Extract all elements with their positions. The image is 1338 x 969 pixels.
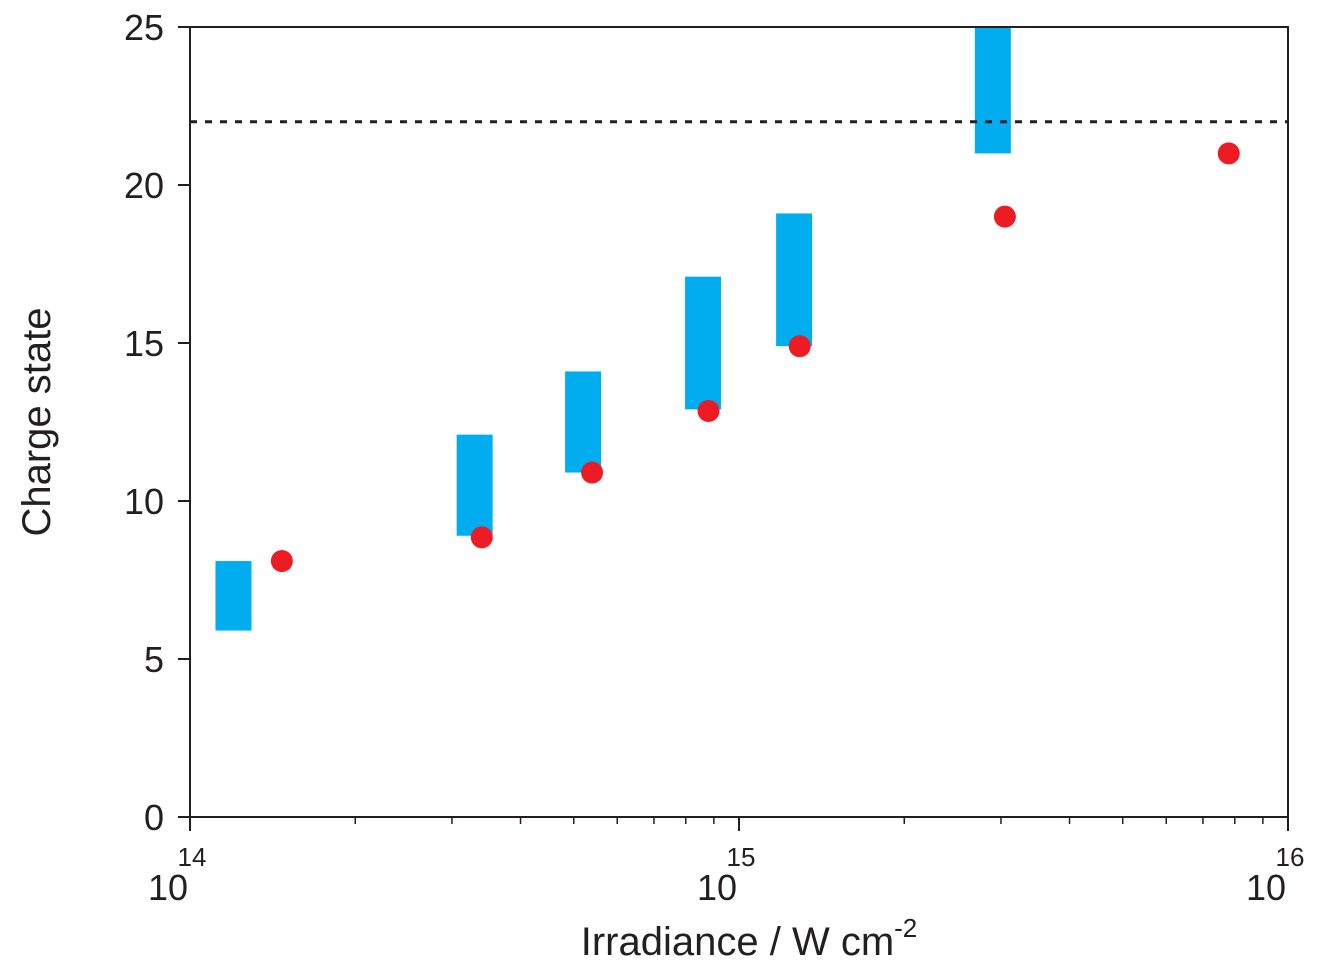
charge-point: [788, 335, 811, 358]
x-tick-label: 10: [697, 867, 737, 908]
charge-point: [1217, 142, 1240, 165]
charge-range-bar: [776, 213, 813, 347]
charge-point: [470, 526, 493, 549]
x-tick-exponent: 14: [178, 842, 207, 872]
x-tick-label: 10: [148, 867, 188, 908]
x-tick-base: 10: [697, 867, 737, 908]
y-tick-label: 5: [144, 639, 164, 680]
x-tick-exponent: 16: [1276, 842, 1305, 872]
x-tick-base: 10: [1246, 867, 1286, 908]
y-tick-label: 0: [144, 797, 164, 838]
charge-range-bar: [685, 276, 722, 410]
x-axis-title: Irradiance / W cm-2: [581, 913, 918, 964]
charge-point: [697, 399, 720, 422]
x-tick-base: 10: [148, 867, 188, 908]
charge-range-bar: [974, 27, 1011, 154]
charge-point: [581, 461, 604, 484]
x-tick-label: 10: [1246, 867, 1286, 908]
x-axis-title-exponent: -2: [894, 913, 917, 943]
y-axis-title: Charge state: [15, 307, 59, 536]
y-tick-label: 10: [124, 481, 164, 522]
charge-points: [270, 142, 1240, 573]
y-tick-label: 20: [124, 165, 164, 206]
y-tick-label: 15: [124, 323, 164, 364]
charge-point: [993, 205, 1016, 228]
charge-range-bar: [215, 561, 252, 631]
x-tick-exponent: 15: [727, 842, 756, 872]
charge-range-bars: [215, 27, 1011, 631]
y-axis-ticks: 0 5 10 15 20 25: [124, 7, 190, 838]
charge-range-bar: [565, 371, 602, 473]
charge-point: [270, 550, 293, 573]
x-axis-title-main: Irradiance / W cm: [581, 920, 894, 964]
charge-range-bar: [456, 434, 493, 536]
y-tick-label: 25: [124, 7, 164, 48]
plot-frame: [189, 26, 1289, 818]
